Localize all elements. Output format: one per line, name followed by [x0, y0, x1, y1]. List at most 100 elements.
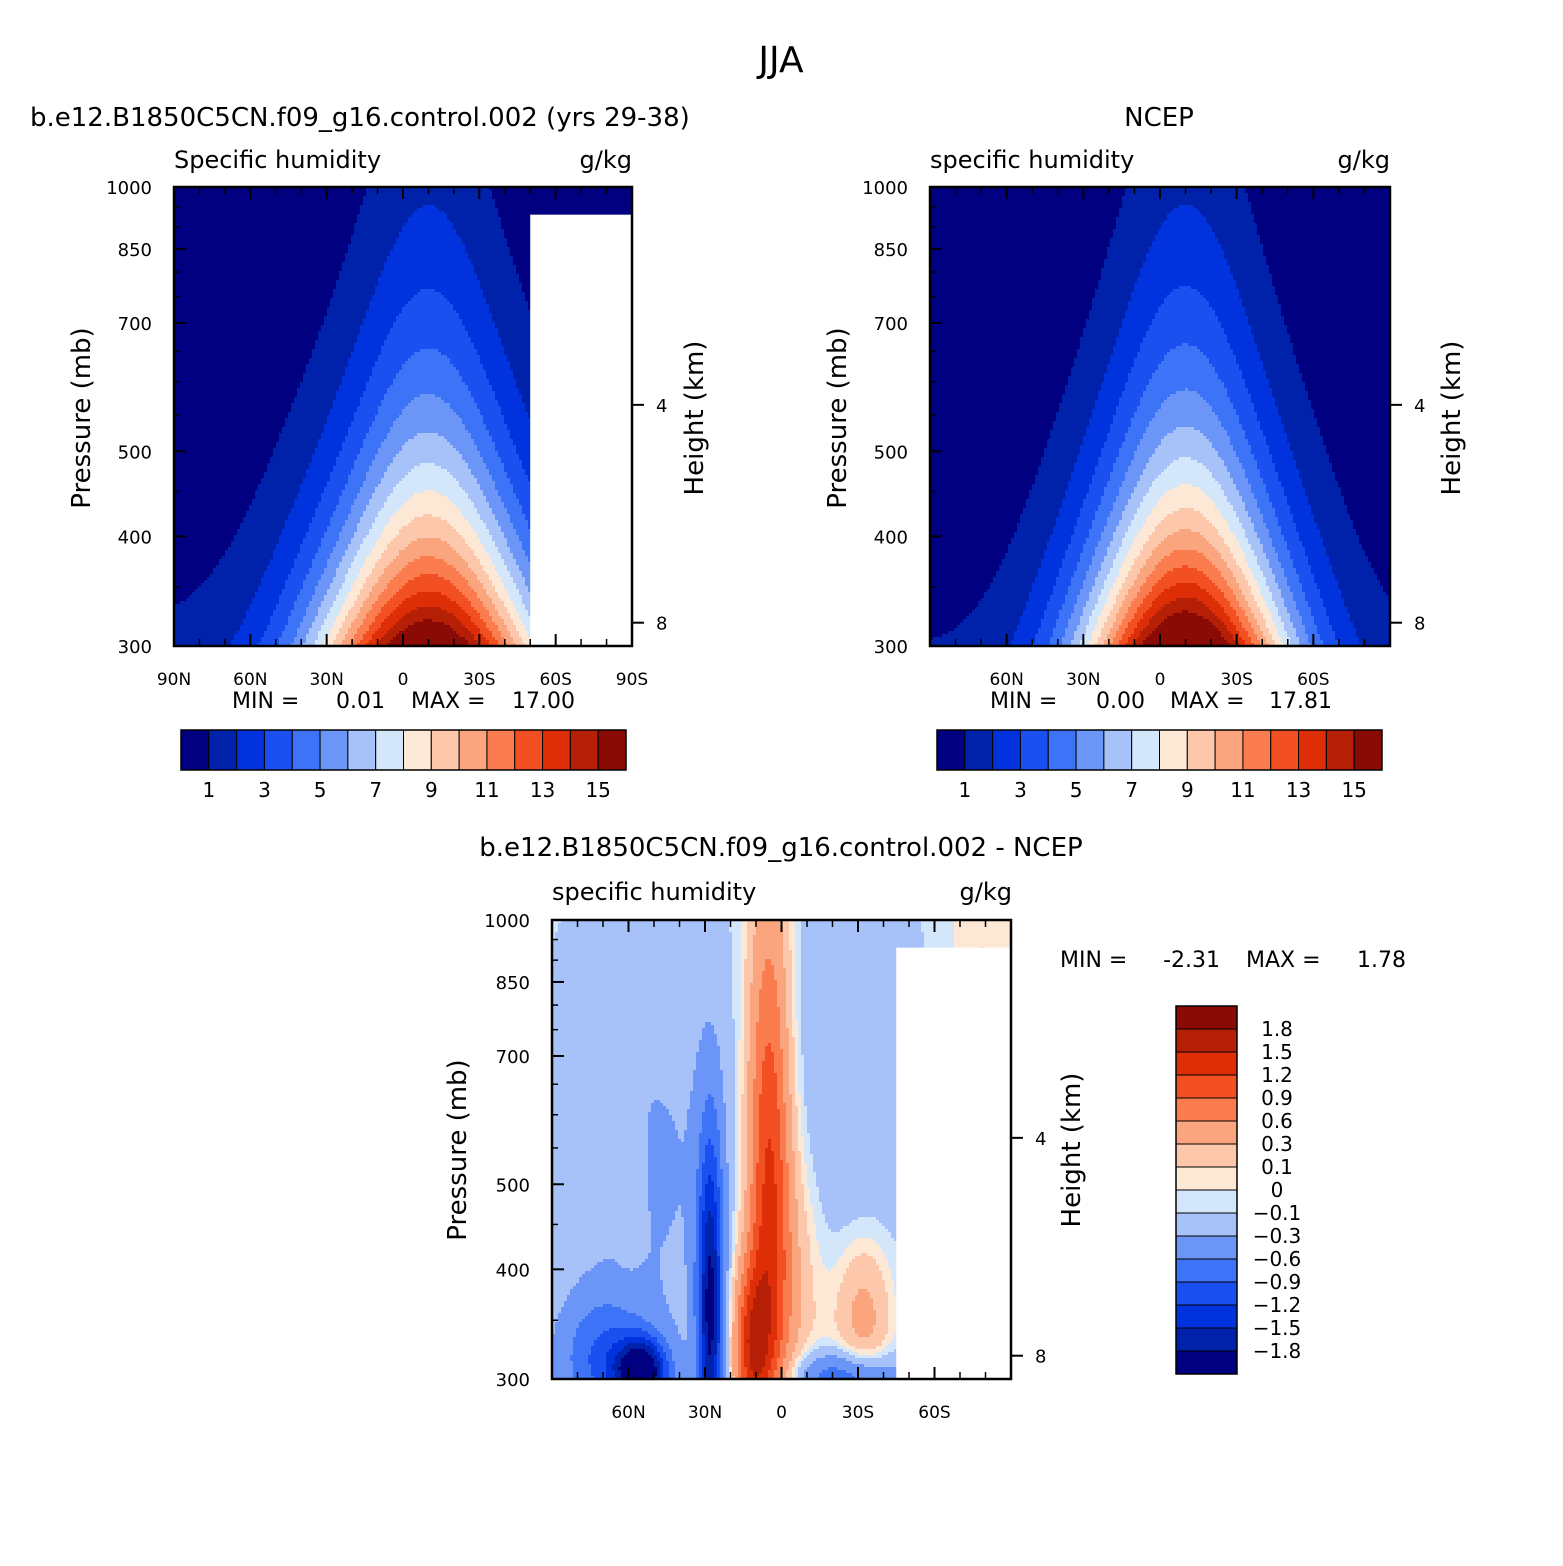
contour-cell [1263, 574, 1276, 578]
contour-cell [333, 550, 346, 554]
contour-cell [1200, 487, 1222, 491]
contour-cell [321, 325, 361, 329]
contour-cell [513, 484, 532, 488]
contour-cell [1041, 562, 1063, 566]
contour-cell [465, 460, 484, 464]
contour-cell [1053, 427, 1087, 431]
contour-cell [1230, 619, 1240, 623]
contour-cell [1065, 634, 1075, 638]
contour-cell [792, 995, 796, 999]
contour-cell [1209, 469, 1228, 473]
contour-cell [315, 514, 334, 518]
contour-cell [1110, 610, 1120, 614]
contour-cell [1251, 568, 1261, 572]
contour-cell [1251, 547, 1264, 551]
contour-cell [1242, 526, 1255, 530]
contour-cell [390, 253, 469, 257]
contour-cell [507, 589, 520, 593]
contour-cell [303, 583, 319, 587]
contour-cell [552, 1034, 703, 1038]
contour-cell [222, 556, 274, 560]
contour-cell [174, 418, 286, 422]
contour-cell [342, 448, 361, 452]
contour-cell [783, 932, 790, 936]
contour-cell [387, 499, 409, 503]
contour-cell [321, 493, 343, 497]
contour-cell [1266, 487, 1285, 491]
contour-cell [1263, 478, 1279, 482]
contour-cell [378, 577, 394, 581]
contour-cell [1149, 328, 1225, 332]
contour-cell [447, 595, 466, 599]
contour-cell [1116, 619, 1123, 623]
contour-cell [954, 920, 1012, 924]
contour-cell [387, 256, 469, 260]
contour-cell [1311, 406, 1391, 410]
contour-cell [1293, 349, 1391, 353]
contour-cell [732, 941, 742, 945]
contour-cell [459, 415, 484, 419]
contour-cell [777, 995, 787, 999]
contour-cell [753, 962, 766, 966]
contour-cell [978, 604, 1027, 608]
contour-cell [1158, 610, 1183, 614]
contour-cell [1296, 355, 1391, 359]
contour-cell [1230, 529, 1246, 533]
contour-cell [294, 562, 313, 566]
contour-cell [1149, 592, 1162, 596]
contour-cell [1086, 628, 1096, 632]
contour-cell [303, 586, 316, 590]
contour-cell [1320, 532, 1357, 536]
contour-cell [1125, 310, 1159, 314]
contour-cell [1059, 616, 1072, 620]
contour-cell [1122, 325, 1150, 329]
contour-cell [174, 619, 244, 623]
contour-cell [1266, 583, 1279, 587]
contour-cell [1227, 523, 1243, 527]
contour-cell [495, 544, 508, 548]
contour-cell [741, 1001, 745, 1005]
contour-cell [1053, 634, 1066, 638]
contour-cell [312, 352, 352, 356]
contour-cell [498, 520, 511, 524]
contour-cell [1095, 292, 1132, 296]
contour-cell [1125, 505, 1141, 509]
contour-cell [930, 484, 1033, 488]
contour-cell [354, 412, 379, 416]
contour-cell [1287, 610, 1300, 614]
contour-cell [930, 601, 979, 605]
contour-cell [357, 553, 370, 557]
contour-cell [345, 601, 355, 605]
contour-cell [1221, 322, 1249, 326]
contour-cell [1284, 493, 1306, 497]
contour-cell [1167, 214, 1204, 218]
contour-cell [282, 631, 298, 635]
contour-cell [387, 616, 403, 620]
contour-cell [1293, 595, 1306, 599]
contour-cell [1230, 526, 1243, 530]
contour-cell [1077, 349, 1114, 353]
contour-cell [732, 1001, 742, 1005]
contour-cell [795, 1010, 802, 1014]
contour-cell [450, 625, 466, 629]
contour-cell [483, 586, 496, 590]
contour-cell [552, 977, 733, 981]
contour-cell [375, 562, 391, 566]
contour-cell [483, 583, 493, 587]
contour-cell [477, 640, 490, 644]
contour-cell [1284, 571, 1297, 575]
contour-cell [750, 1004, 760, 1008]
contour-cell [1122, 541, 1135, 545]
contour-cell [390, 427, 466, 431]
contour-cell [930, 559, 1003, 563]
contour-cell [930, 307, 1093, 311]
contour-cell [267, 466, 310, 470]
contour-cell [375, 418, 397, 422]
contour-cell [1263, 571, 1273, 575]
contour-cell [315, 619, 325, 623]
contour-cell [1254, 217, 1391, 221]
contour-cell [1086, 430, 1111, 434]
contour-cell [249, 508, 292, 512]
contour-cell [1233, 478, 1249, 482]
contour-cell [357, 340, 385, 344]
